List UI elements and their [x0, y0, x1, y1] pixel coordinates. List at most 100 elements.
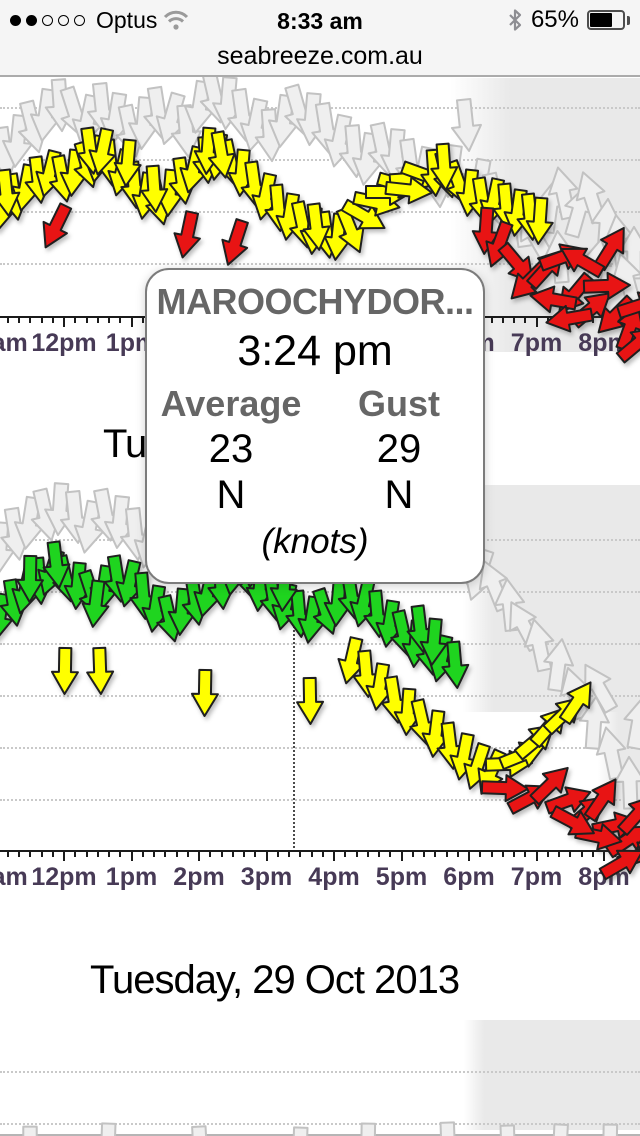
gust-header: Gust — [357, 383, 440, 424]
axis-minor-tick — [310, 852, 313, 857]
axis-minor-tick — [108, 318, 110, 323]
selected-time-cursor — [293, 490, 295, 848]
gust-direction: N — [384, 473, 414, 517]
gust-value: 29 — [376, 427, 422, 471]
axis-label-8pm: 8pm — [578, 329, 630, 357]
axis-minor-tick — [96, 318, 99, 323]
gridline — [0, 263, 640, 265]
axis-minor-tick — [344, 852, 347, 857]
axis-minor-tick — [119, 852, 122, 857]
signal-dot-empty — [42, 14, 53, 26]
axis-minor-tick — [29, 852, 32, 857]
axis-label-1pm: 1pm — [105, 863, 158, 891]
signal-strength-icon — [10, 14, 85, 26]
average-header: Average — [160, 383, 302, 424]
axis-minor-tick — [389, 852, 392, 857]
axis-major-tick — [130, 852, 133, 861]
axis-label-11am: 11am — [0, 863, 28, 891]
no-data-panel — [598, 712, 640, 850]
gridline — [0, 1123, 640, 1125]
axis-minor-tick — [636, 852, 639, 857]
wind-reading-tooltip: MAROOCHYDOR... 3:24 pm Average Gust 23 2… — [145, 268, 485, 584]
axis-major-tick — [535, 318, 538, 327]
signal-dot-filled — [10, 14, 21, 26]
battery-icon — [587, 10, 625, 30]
axis-minor-tick — [175, 852, 178, 857]
battery-percent-label: 65% — [530, 6, 579, 33]
no-data-panel — [463, 485, 640, 712]
axis-label-2pm: 2pm — [173, 863, 225, 891]
axis-minor-tick — [591, 318, 594, 323]
status-clock: 8:33 am — [277, 8, 363, 34]
axis-minor-tick — [524, 318, 527, 323]
axis-minor-tick — [524, 852, 527, 857]
axis-minor-tick — [29, 318, 32, 323]
axis-label-12pm: 12pm — [31, 863, 97, 891]
axis-label-8pm: 8pm — [578, 863, 630, 891]
axis-minor-tick — [355, 852, 358, 857]
axis-minor-tick — [434, 852, 437, 857]
gridline — [0, 695, 640, 697]
axis-minor-tick — [74, 318, 77, 323]
average-value: 23 — [208, 427, 254, 471]
axis-major-tick — [468, 852, 470, 861]
axis-minor-tick — [513, 318, 515, 323]
axis-minor-tick — [186, 852, 189, 857]
time-axis-line — [0, 850, 640, 852]
axis-minor-tick — [445, 852, 448, 857]
axis-minor-tick — [366, 852, 369, 857]
axis-minor-tick — [254, 852, 257, 857]
axis-minor-tick — [276, 852, 279, 857]
axis-minor-tick — [231, 852, 234, 857]
axis-minor-tick — [569, 318, 572, 323]
signal-dot-empty — [58, 14, 69, 26]
signal-dot-filled — [26, 14, 37, 26]
gridline — [0, 747, 640, 749]
axis-minor-tick — [40, 318, 43, 323]
axis-minor-tick — [558, 852, 560, 857]
gridline — [0, 1071, 640, 1073]
axis-minor-tick — [220, 852, 223, 857]
no-data-panel — [464, 1020, 640, 1130]
url-bar[interactable]: seabreeze.com.au — [217, 42, 423, 70]
axis-minor-tick — [490, 852, 493, 857]
axis-minor-tick — [6, 318, 9, 323]
day-heading-partial: Tu — [103, 422, 147, 466]
axis-minor-tick — [299, 852, 302, 857]
axis-minor-tick — [546, 318, 549, 323]
axis-minor-tick — [580, 852, 583, 857]
axis-minor-tick — [569, 852, 572, 857]
axis-major-tick — [265, 852, 268, 861]
station-name: MAROOCHYDOR... — [156, 281, 475, 322]
gridline — [0, 591, 640, 593]
axis-minor-tick — [456, 852, 459, 857]
gridline — [0, 643, 640, 645]
axis-major-tick — [603, 852, 605, 861]
axis-label-3pm: 3pm — [240, 863, 293, 891]
axis-minor-tick — [479, 852, 482, 857]
axis-minor-tick — [501, 852, 504, 857]
axis-minor-tick — [558, 318, 560, 323]
axis-minor-tick — [85, 318, 88, 323]
axis-minor-tick — [625, 852, 628, 857]
axis-minor-tick — [243, 852, 245, 857]
axis-minor-tick — [288, 852, 290, 857]
axis-label-11am: 11am — [0, 329, 28, 357]
axis-major-tick — [535, 852, 538, 861]
axis-minor-tick — [18, 852, 20, 857]
axis-minor-tick — [591, 852, 594, 857]
axis-label-4pm: 4pm — [308, 863, 360, 891]
status-right: 65% — [507, 0, 630, 40]
day-heading: Tuesday, 29 Oct 2013 — [90, 958, 460, 1002]
axis-minor-tick — [209, 852, 212, 857]
axis-label-7pm: 7pm — [510, 863, 563, 891]
axis-minor-tick — [546, 852, 549, 857]
status-left: Optus — [10, 0, 190, 40]
axis-minor-tick — [51, 852, 54, 857]
axis-minor-tick — [40, 852, 43, 857]
axis-minor-tick — [513, 852, 515, 857]
wifi-icon — [164, 10, 189, 30]
axis-minor-tick — [636, 318, 639, 323]
axis-major-tick — [603, 318, 605, 327]
